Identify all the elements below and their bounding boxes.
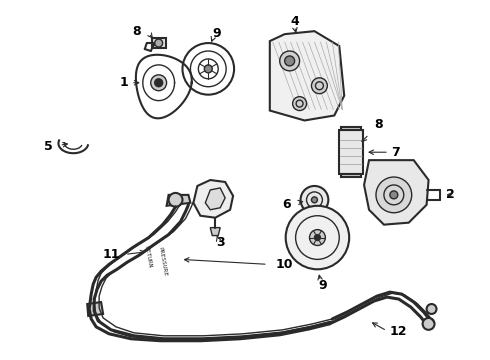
Polygon shape bbox=[364, 160, 429, 225]
Circle shape bbox=[315, 235, 320, 240]
Circle shape bbox=[286, 206, 349, 269]
Text: 12: 12 bbox=[390, 325, 408, 338]
Text: 8: 8 bbox=[375, 118, 383, 131]
Text: 11: 11 bbox=[102, 248, 120, 261]
Circle shape bbox=[280, 51, 299, 71]
Polygon shape bbox=[87, 302, 103, 316]
Circle shape bbox=[422, 318, 435, 330]
Text: 2: 2 bbox=[446, 188, 455, 201]
Text: RETURN: RETURN bbox=[144, 245, 152, 268]
Text: 5: 5 bbox=[44, 140, 53, 153]
Circle shape bbox=[169, 193, 182, 207]
Circle shape bbox=[155, 39, 163, 47]
Polygon shape bbox=[167, 195, 191, 206]
Circle shape bbox=[312, 197, 318, 203]
Text: 9: 9 bbox=[212, 27, 220, 40]
Text: 3: 3 bbox=[216, 236, 224, 249]
Polygon shape bbox=[339, 130, 363, 174]
Circle shape bbox=[310, 230, 325, 246]
Text: 4: 4 bbox=[290, 15, 299, 28]
Text: 7: 7 bbox=[392, 146, 400, 159]
Text: 6: 6 bbox=[282, 198, 291, 211]
Polygon shape bbox=[205, 188, 225, 210]
Circle shape bbox=[312, 78, 327, 94]
Polygon shape bbox=[341, 127, 361, 130]
Circle shape bbox=[427, 304, 437, 314]
Text: 10: 10 bbox=[276, 258, 294, 271]
Text: PRESSURE: PRESSURE bbox=[158, 246, 168, 276]
Circle shape bbox=[285, 56, 294, 66]
Polygon shape bbox=[152, 38, 166, 48]
Circle shape bbox=[151, 75, 167, 91]
Text: 1: 1 bbox=[120, 76, 128, 89]
Circle shape bbox=[293, 96, 307, 111]
Circle shape bbox=[155, 79, 163, 87]
Polygon shape bbox=[194, 180, 233, 218]
Text: 9: 9 bbox=[318, 279, 327, 292]
Text: 8: 8 bbox=[132, 24, 141, 38]
Circle shape bbox=[204, 65, 212, 73]
Circle shape bbox=[300, 186, 328, 214]
Polygon shape bbox=[210, 228, 220, 235]
Polygon shape bbox=[341, 174, 361, 177]
Circle shape bbox=[390, 191, 398, 199]
Circle shape bbox=[376, 177, 412, 213]
Polygon shape bbox=[270, 31, 344, 121]
